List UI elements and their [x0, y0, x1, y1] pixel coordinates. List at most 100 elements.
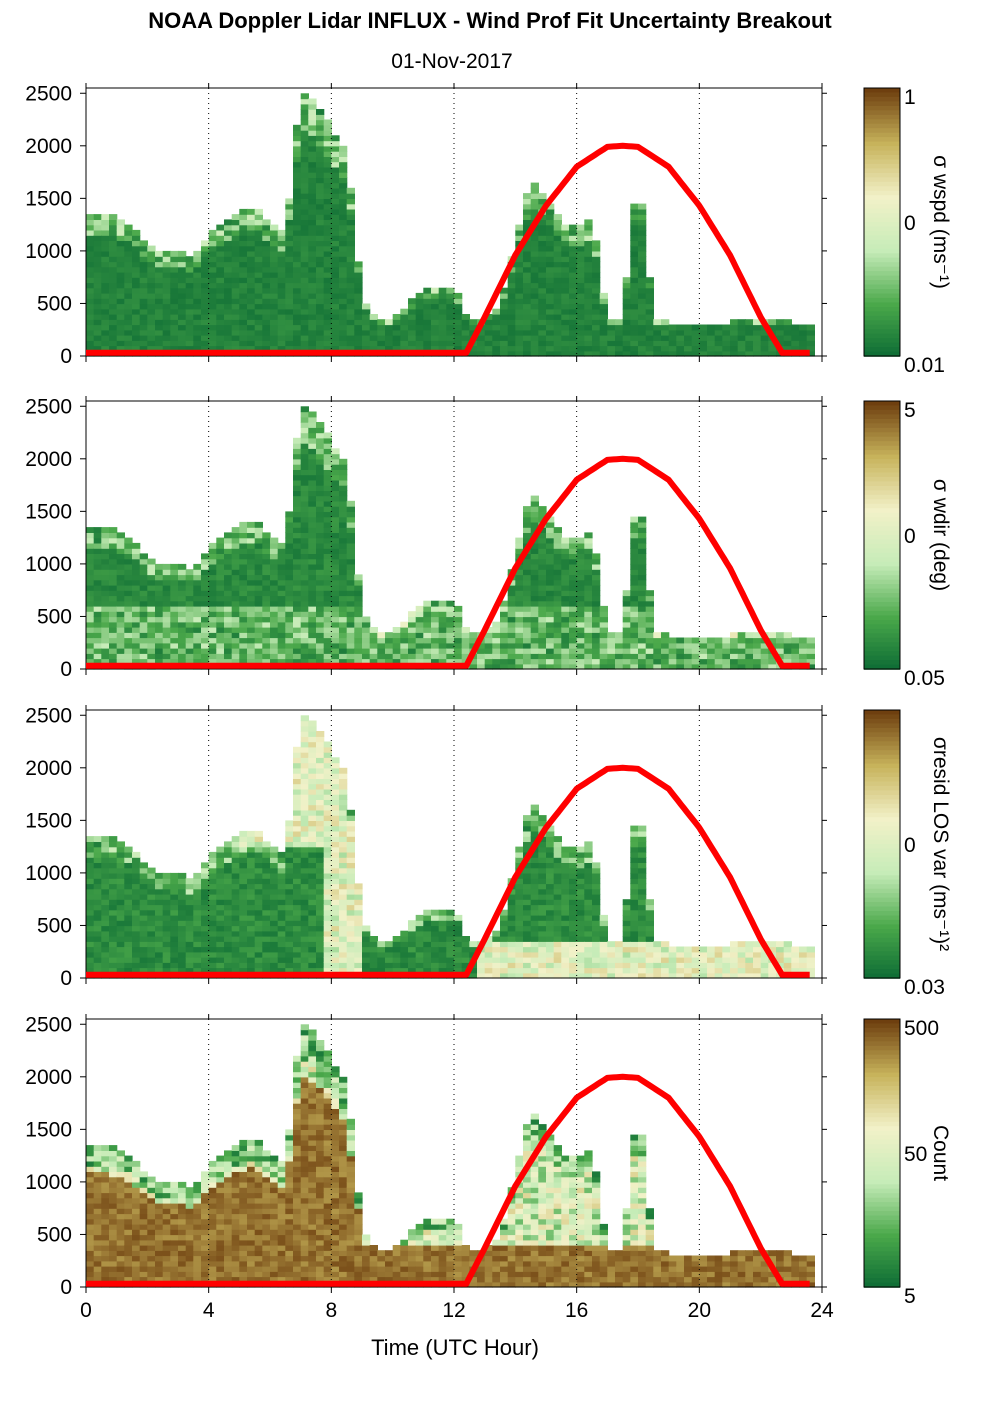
heatmap-cell — [316, 909, 325, 916]
heatmap-cell — [185, 303, 194, 310]
heatmap-cell — [201, 925, 210, 932]
colorbar-segment — [864, 637, 900, 643]
heatmap-cell — [592, 345, 601, 352]
heatmap-cell — [101, 653, 110, 660]
heatmap-cell — [277, 314, 286, 320]
heatmap-cell — [155, 962, 164, 969]
heatmap-cell — [645, 605, 654, 612]
heatmap-cell — [239, 303, 248, 310]
heatmap-cell — [162, 569, 171, 576]
heatmap-cell — [530, 563, 539, 570]
heatmap-cell — [346, 962, 355, 969]
heatmap-cell — [247, 878, 256, 885]
heatmap-cell — [553, 235, 562, 241]
heatmap-cell — [224, 632, 233, 639]
heatmap-cell — [438, 648, 447, 654]
heatmap-cell — [178, 271, 187, 278]
heatmap-cell — [101, 256, 110, 263]
heatmap-cell — [239, 611, 248, 618]
heatmap-cell — [109, 548, 118, 554]
heatmap-cell — [308, 271, 317, 278]
heatmap-cell — [293, 904, 302, 911]
heatmap-cell — [86, 574, 95, 581]
heatmap-cell — [346, 878, 355, 885]
heatmap-cell — [277, 229, 286, 236]
heatmap-cell — [178, 658, 187, 665]
heatmap-cell — [331, 788, 340, 795]
heatmap-cell — [185, 648, 194, 654]
heatmap-cell — [354, 600, 363, 607]
heatmap-cell — [300, 203, 309, 210]
heatmap-cell — [254, 261, 263, 268]
heatmap-cell — [730, 329, 739, 336]
heatmap-cell — [139, 579, 148, 586]
heatmap-cell — [323, 627, 332, 633]
heatmap-cell — [622, 637, 631, 644]
heatmap-cell — [530, 335, 539, 341]
heatmap-cell — [101, 569, 110, 576]
heatmap-cell — [484, 324, 493, 331]
heatmap-cell — [155, 878, 164, 885]
heatmap-cell — [216, 600, 225, 607]
heatmap-cell — [247, 957, 256, 963]
heatmap-cell — [285, 224, 294, 231]
heatmap-cell — [193, 569, 202, 576]
heatmap-cell — [193, 962, 202, 969]
heatmap-cell — [684, 329, 693, 336]
heatmap-cell — [331, 867, 340, 874]
heatmap-cell — [208, 951, 217, 958]
heatmap-cell — [162, 888, 171, 895]
heatmap-cell — [630, 203, 639, 210]
heatmap-cell — [101, 883, 110, 890]
heatmap-cell — [331, 214, 340, 220]
heatmap-cell — [553, 298, 562, 305]
heatmap-cell — [277, 941, 286, 948]
heatmap-cell — [515, 548, 524, 554]
heatmap-cell — [116, 553, 125, 560]
heatmap-cell — [331, 830, 340, 837]
heatmap-cell — [231, 642, 240, 649]
heatmap-cell — [247, 208, 256, 215]
heatmap-cell — [331, 458, 340, 465]
heatmap-cell — [569, 642, 578, 649]
heatmap-cell — [530, 627, 539, 633]
heatmap-cell — [446, 627, 455, 633]
heatmap-cell — [523, 219, 532, 226]
heatmap-cell — [316, 957, 325, 963]
heatmap-cell — [147, 292, 156, 299]
heatmap-cell — [630, 558, 639, 565]
heatmap-cell — [339, 187, 348, 194]
heatmap-cell — [308, 731, 317, 737]
heatmap-cell — [569, 637, 578, 644]
heatmap-cell — [270, 872, 279, 879]
colorbar-segment — [864, 561, 900, 568]
heatmap-cell — [262, 292, 271, 299]
heatmap-cell — [86, 872, 95, 879]
heatmap-cell — [224, 287, 233, 294]
heatmap-cell — [339, 637, 348, 644]
heatmap-cell — [193, 282, 202, 289]
heatmap-cell — [201, 658, 210, 665]
heatmap-cell — [316, 303, 325, 310]
heatmap-cell — [561, 324, 570, 331]
heatmap-cell — [277, 303, 286, 310]
heatmap-cell — [170, 899, 179, 906]
heatmap-cell — [500, 298, 509, 305]
colorbar-segment — [864, 315, 900, 322]
heatmap-cell — [538, 584, 547, 591]
heatmap-cell — [699, 329, 708, 336]
heatmap-cell — [247, 872, 256, 879]
heatmap-cell — [162, 292, 171, 299]
colorbar-segment — [864, 199, 900, 205]
heatmap-cell — [408, 648, 417, 654]
heatmap-cell — [323, 490, 332, 497]
heatmap-cell — [553, 287, 562, 294]
heatmap-cell — [722, 335, 731, 341]
heatmap-cell — [293, 266, 302, 273]
heatmap-cell — [231, 287, 240, 294]
heatmap-cell — [592, 627, 601, 633]
heatmap-cell — [147, 946, 156, 953]
heatmap-cell — [262, 261, 271, 268]
heatmap-cell — [323, 500, 332, 507]
colorbar-segment — [864, 320, 900, 326]
